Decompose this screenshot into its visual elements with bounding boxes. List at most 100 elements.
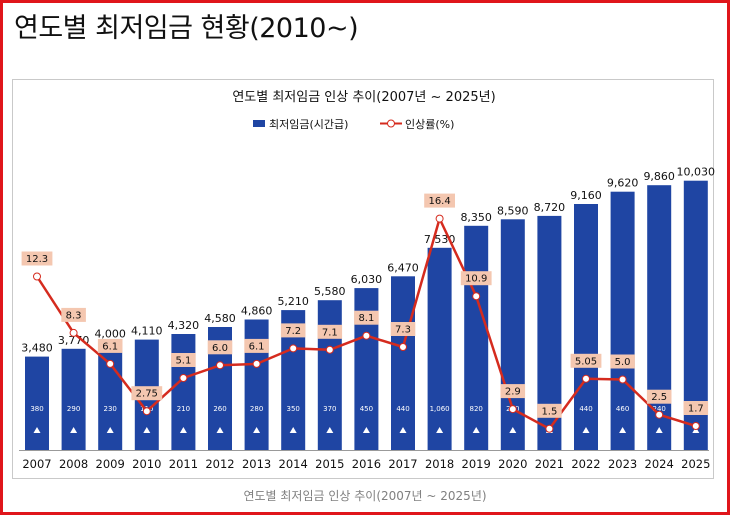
bar — [427, 247, 452, 450]
increase-arrow-icon — [326, 427, 334, 433]
rate-label-box — [317, 324, 343, 339]
bar-value-label: 4,860 — [241, 305, 273, 318]
x-tick-label: 2019 — [462, 457, 491, 471]
increase-arrow-icon — [509, 427, 517, 433]
rate-label-box — [390, 322, 416, 336]
rate-value-label: 5.1 — [175, 356, 191, 367]
x-tick-label: 2007 — [22, 457, 51, 471]
rate-marker — [618, 375, 627, 384]
legend-bar-label: 최저임금(시간급) — [269, 118, 348, 131]
bar-value-label: 4,320 — [168, 319, 200, 332]
x-tick-label: 2021 — [535, 457, 564, 471]
bar — [574, 204, 598, 450]
bar-value-label: 8,720 — [534, 201, 566, 214]
bar-value-label: 6,470 — [387, 261, 419, 274]
rate-label-box — [500, 384, 526, 399]
increase-label: 450 — [360, 405, 373, 413]
rate-value-labels: 12.3 8.3 6.1 2.75 5.1 6.0 6.1 7.2 7.1 8.1 7.3 16.4 1… — [21, 193, 709, 418]
rate-value-label: 7.1 — [322, 327, 338, 338]
bar-value-label: 10,030 — [677, 166, 715, 179]
rate-label-box — [646, 389, 672, 404]
rate-value-label: 5.05 — [575, 356, 597, 367]
bar — [391, 276, 415, 450]
rate-marker — [252, 359, 261, 368]
bar-value-label: 4,580 — [204, 312, 236, 325]
rate-label-box — [460, 271, 492, 286]
increase-label: 260 — [213, 405, 226, 413]
x-tick-label: 2008 — [59, 457, 88, 471]
rate-label-box — [61, 307, 86, 322]
rate-marker — [399, 343, 407, 351]
legend: 최저임금(시간급) 인상률(%) — [253, 118, 454, 131]
rate-marker — [325, 345, 334, 354]
bar-value-label: 3,770 — [58, 334, 90, 347]
rate-label-box — [683, 401, 709, 415]
increase-arrow-icon — [216, 427, 224, 433]
rate-marker — [545, 424, 554, 433]
bar-value-label: 9,160 — [570, 189, 602, 202]
bar — [464, 225, 489, 450]
rate-value-label: 1.5 — [541, 406, 557, 417]
increase-arrow-icon — [436, 427, 444, 433]
bar-value-label: 6,030 — [351, 273, 383, 286]
rate-marker — [69, 328, 78, 337]
bar-value-label: 4,000 — [94, 328, 126, 341]
rate-label-box — [280, 323, 306, 338]
rate-label-box — [131, 386, 163, 401]
legend-line-marker — [387, 119, 395, 128]
rate-label-box — [354, 310, 379, 325]
increase-arrow-icon — [362, 427, 370, 433]
page-title: 연도별 최저임금 현황(2010~) — [14, 13, 359, 44]
rate-marker — [216, 361, 224, 370]
increase-arrow-icon — [472, 427, 480, 433]
bar — [500, 219, 525, 450]
rate-value-label: 1.7 — [688, 404, 704, 415]
bar-value-label: 8,350 — [460, 211, 492, 224]
bar — [25, 356, 49, 450]
x-tick-label: 2013 — [242, 457, 271, 471]
x-tick-labels: 2007 2008 2009 2010 2011 2012 2013 2014 2015 2016… — [22, 457, 710, 471]
rate-label-box — [244, 338, 269, 353]
bar-value-label: 3,480 — [21, 342, 53, 355]
increase-label: 1,060 — [430, 405, 450, 413]
rate-value-label: 16.4 — [428, 196, 450, 207]
rate-value-label: 7.2 — [285, 326, 301, 337]
chart-title: 연도별 최저임금 인상 추이(2007년 ~ 2025년) — [232, 90, 495, 105]
rate-value-label: 7.3 — [395, 325, 411, 336]
rate-value-label: 8.1 — [358, 313, 374, 324]
rate-marker — [655, 410, 664, 419]
bar — [61, 348, 86, 450]
x-tick-label: 2018 — [425, 457, 454, 471]
rate-value-label: 6.1 — [249, 341, 265, 352]
x-tick-label: 2022 — [571, 457, 600, 471]
rate-marker — [142, 407, 151, 416]
rate-series — [33, 214, 700, 433]
rate-label-box — [207, 340, 233, 355]
increase-label: 210 — [177, 405, 190, 413]
chart-caption: 연도별 최저임금 인상 추이(2007년 ~ 2025년) — [243, 489, 487, 503]
bar-value-label: 5,210 — [277, 295, 309, 308]
rate-marker — [472, 292, 481, 301]
x-tick-label: 2020 — [498, 457, 527, 471]
rate-marker — [508, 405, 517, 414]
increase-label: 240 — [653, 405, 666, 413]
x-tick-label: 2016 — [352, 457, 381, 471]
rate-marker — [106, 359, 115, 368]
rate-marker — [33, 272, 41, 281]
bar-value-label: 8,590 — [497, 204, 529, 217]
increase-arrow-icon — [253, 427, 261, 433]
legend-bar-swatch — [253, 120, 265, 127]
increase-label: 440 — [396, 405, 409, 413]
x-tick-label: 2023 — [608, 457, 637, 471]
increase-arrow-icon — [143, 427, 151, 433]
rate-value-label: 2.5 — [651, 392, 667, 403]
increase-label: 280 — [250, 405, 263, 413]
bar — [610, 191, 635, 450]
rate-value-label: 6.0 — [212, 343, 228, 354]
increase-label: 820 — [470, 405, 483, 413]
rate-marker — [179, 374, 188, 382]
rate-label-box — [21, 251, 53, 266]
increase-label: 350 — [287, 405, 300, 413]
rate-marker — [362, 331, 371, 340]
